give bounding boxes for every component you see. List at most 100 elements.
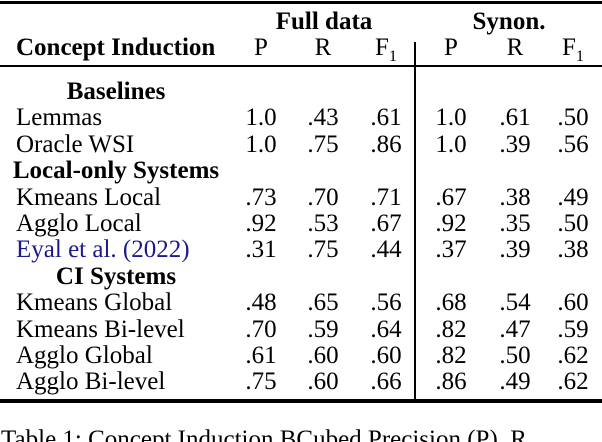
table-row: Kmeans Bi-level .70 .59 .64 .82 .47 .59 [0, 315, 602, 343]
table-row: Agglo Local .92 .53 .67 .92 .35 .50 [0, 209, 602, 237]
value-cell [356, 158, 416, 184]
value-cell [232, 264, 290, 290]
value-cell [544, 79, 602, 105]
value-cell: .64 [370, 315, 402, 343]
table-row: Kmeans Global .48 .65 .56 .68 .54 .60 [0, 289, 602, 317]
group-header-synon: Synon. [472, 8, 546, 35]
value-cell: .68 [435, 289, 467, 317]
table-row: Oracle WSI 1.0 .75 .86 1.0 .39 .56 [0, 130, 602, 158]
citation-link[interactable]: Eyal et al. (2022) [16, 236, 190, 264]
col-header-f1-full: F1 [374, 34, 398, 65]
value-cell: .49 [557, 183, 589, 211]
value-cell [232, 158, 290, 184]
value-cell: .50 [557, 104, 589, 132]
value-cell: .61 [370, 104, 402, 132]
table-row: Eyal et al. (2022) .31 .75 .44 .37 .39 .38 [0, 236, 602, 264]
value-cell: .35 [499, 209, 531, 237]
value-cell [290, 158, 356, 184]
column-header-row: Concept Induction P R F1 P R F1 [0, 34, 602, 65]
table-body: Baselines Lemmas 1.0.43.61 1.0.61.50 Oracle … [0, 78, 602, 396]
table-title: Concept Induction [16, 34, 216, 61]
value-cell: .50 [557, 209, 589, 237]
value-cell: .61 [245, 341, 277, 369]
value-cell [416, 79, 486, 105]
value-cell: .38 [499, 183, 531, 211]
value-cell: .44 [370, 236, 402, 264]
value-cell: 1.0 [245, 130, 277, 158]
value-cell: .60 [557, 289, 589, 317]
section-header: Baselines [66, 78, 166, 105]
table-mid-rule [0, 65, 602, 67]
value-cell: .62 [557, 368, 589, 396]
value-cell [290, 79, 356, 105]
value-cell [544, 158, 602, 184]
value-cell [486, 158, 544, 184]
value-cell: .39 [499, 236, 531, 264]
table-row: Agglo Bi-level .75 .60 .66 .86 .49 .62 [0, 368, 602, 396]
value-cell: .49 [499, 368, 531, 396]
value-cell [416, 158, 486, 184]
table-row: Agglo Global .61 .60 .60 .82 .50 .62 [0, 341, 602, 369]
value-cell: .53 [307, 209, 339, 237]
value-cell: 1.0 [435, 130, 467, 158]
value-cell: .47 [499, 315, 531, 343]
value-cell: .61 [499, 104, 531, 132]
col-header-recall-full: R [314, 34, 332, 61]
value-cell: .39 [499, 130, 531, 158]
value-cell [486, 264, 544, 290]
group-header-spacer [0, 8, 232, 36]
value-cell [356, 264, 416, 290]
value-cell: .37 [435, 236, 467, 264]
value-cell: .82 [435, 341, 467, 369]
table-row: Kmeans Local .73 .70 .71 .67 .38 .49 [0, 183, 602, 211]
value-cell [290, 264, 356, 290]
section-header: Local-only Systems [12, 157, 220, 185]
value-cell: .73 [245, 183, 277, 211]
value-cell: .38 [557, 236, 589, 264]
value-cell: .43 [307, 104, 339, 132]
value-cell: .60 [307, 368, 339, 396]
value-cell: .67 [370, 209, 402, 237]
table-row: Baselines [0, 78, 602, 105]
value-cell: .86 [370, 130, 402, 158]
table-caption: Table 1: Concept Induction BCubed Precis… [1, 426, 527, 442]
column-separator-bar [414, 42, 416, 399]
value-cell: .75 [245, 368, 277, 396]
col-header-precision-full: P [254, 34, 268, 61]
row-label: Kmeans Bi-level [16, 315, 185, 343]
value-cell [544, 264, 602, 290]
row-label: Agglo Global [16, 341, 153, 369]
table-row: Lemmas 1.0 .43 .61 1.0 .61 .50 [0, 104, 602, 132]
value-cell: .75 [307, 236, 339, 264]
group-header-full-data: Full data [275, 8, 373, 35]
value-cell: .65 [307, 289, 339, 317]
value-cell: .71 [370, 183, 402, 211]
row-label: Agglo Local [16, 209, 142, 237]
col-header-recall-synon: R [506, 34, 524, 61]
col-header-precision-synon: P [444, 34, 458, 61]
value-cell: .50 [499, 341, 531, 369]
col-header-f1-synon: F1 [561, 34, 585, 65]
section-header: CI Systems [55, 262, 177, 290]
value-cell: .54 [499, 289, 531, 317]
value-cell: .60 [307, 341, 339, 369]
value-cell: .59 [557, 315, 589, 343]
value-cell: .48 [245, 289, 277, 317]
value-cell [416, 264, 486, 290]
value-cell: .62 [557, 341, 589, 369]
value-cell: .86 [435, 368, 467, 396]
value-cell: 1.0 [245, 104, 277, 132]
value-cell: .67 [435, 183, 467, 211]
value-cell: .56 [370, 289, 402, 317]
table-bottom-rule [0, 399, 602, 403]
value-cell: .82 [435, 315, 467, 343]
value-cell [356, 79, 416, 105]
value-cell [232, 79, 290, 105]
row-label: Agglo Bi-level [16, 368, 166, 396]
value-cell: 1.0 [435, 104, 467, 132]
column-group-header-row: Full data Synon. [0, 8, 602, 36]
value-cell: .70 [307, 183, 339, 211]
value-cell: .92 [435, 209, 467, 237]
row-label: Oracle WSI [16, 130, 135, 158]
